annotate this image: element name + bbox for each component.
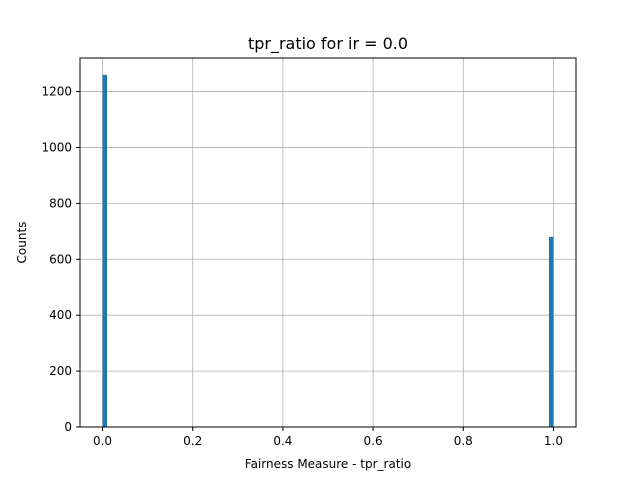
y-tick-label: 200: [49, 364, 72, 378]
x-tick-label: 0.2: [183, 434, 202, 448]
x-tick-label: 0.6: [364, 434, 383, 448]
x-tick-label: 0.0: [93, 434, 112, 448]
y-tick-label: 400: [49, 308, 72, 322]
axis-ticks: 0.0 0.2 0.4 0.6 0.8 1.0 0 200 400 600 800 1000 1200: [41, 85, 563, 448]
x-tick-label: 1.0: [544, 434, 563, 448]
y-tick-label: 1200: [41, 85, 72, 99]
y-tick-label: 0: [64, 420, 72, 434]
x-tick-label: 0.8: [454, 434, 473, 448]
x-axis-label: Fairness Measure - tpr_ratio: [245, 457, 411, 471]
bars: [102, 74, 554, 427]
chart-title: tpr_ratio for ir = 0.0: [248, 34, 408, 54]
y-tick-label: 1000: [41, 140, 72, 154]
x-tick-label: 0.4: [273, 434, 292, 448]
plot-frame: [79, 57, 577, 428]
y-tick-label: 600: [49, 252, 72, 266]
histogram-bar: [548, 236, 554, 427]
y-axis-label: Counts: [15, 222, 29, 264]
histogram-bar: [102, 74, 108, 427]
y-tick-label: 800: [49, 196, 72, 210]
